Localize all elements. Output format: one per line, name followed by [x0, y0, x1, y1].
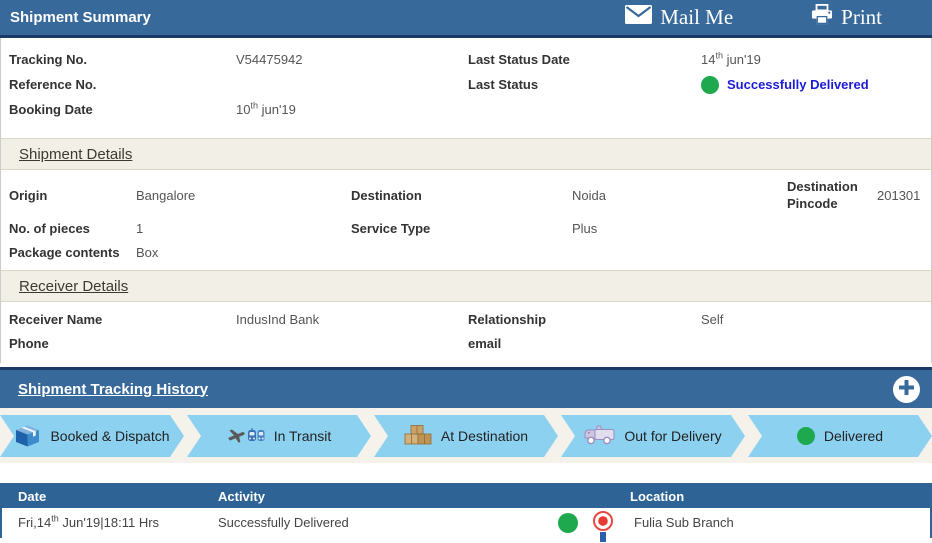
- delivery-truck-icon: [584, 424, 615, 448]
- shipment-details-bar: Shipment Details: [1, 138, 931, 170]
- relationship-label: Relationship: [468, 312, 547, 327]
- step-booked-dispatch: Booked & Dispatch: [0, 415, 184, 457]
- step-label: Out for Delivery: [624, 428, 722, 444]
- step-out-for-delivery: Out for Delivery: [561, 415, 745, 457]
- tracking-no-value: V54475942: [236, 52, 303, 67]
- reference-no-value: [236, 72, 468, 97]
- phone-label: Phone: [9, 336, 49, 351]
- destination-pincode-label: Destination Pincode: [787, 179, 858, 211]
- map-pin-icon: [592, 508, 614, 542]
- row-date: Fri,14th Jun'19|18:11 Hrs: [18, 513, 160, 530]
- row-status-icons: [558, 508, 634, 542]
- receiver-name-value: IndusInd Bank: [236, 312, 320, 327]
- shipment-summary-panel: Tracking No. V54475942 Last Status Date …: [0, 38, 932, 363]
- history-table-row: Fri,14th Jun'19|18:11 Hrs Successfully D…: [2, 508, 930, 542]
- mail-me-label: Mail Me: [660, 5, 734, 29]
- step-label: Booked & Dispatch: [50, 428, 170, 444]
- last-status-value: Successfully Delivered: [701, 72, 931, 97]
- column-activity: Activity: [218, 489, 265, 504]
- plus-icon: [898, 379, 915, 398]
- service-type-value: Plus: [572, 220, 598, 236]
- row-location: Fulia Sub Branch: [634, 515, 734, 530]
- last-status-date-value: 14th jun'19: [701, 50, 761, 67]
- plane-train-icon: [227, 426, 265, 447]
- tracking-no-label: Tracking No.: [9, 52, 88, 67]
- receiver-details-bar: Receiver Details: [1, 270, 931, 302]
- print-button[interactable]: Print: [811, 4, 882, 31]
- step-in-transit: In Transit: [187, 415, 371, 457]
- column-date: Date: [18, 489, 47, 504]
- booking-date-value: 10th jun'19: [236, 100, 296, 117]
- step-at-destination: At Destination: [374, 415, 558, 457]
- envelope-icon: [625, 5, 653, 30]
- tracking-history-heading[interactable]: Shipment Tracking History: [18, 380, 209, 398]
- booking-date-label: Booking Date: [9, 102, 93, 117]
- green-circle-icon: [797, 427, 815, 445]
- last-status-label: Last Status: [468, 77, 539, 92]
- package-contents-label: Package contents: [9, 244, 120, 260]
- tracking-progress-steps: Booked & Dispatch In Transit At Destinat…: [0, 408, 932, 463]
- tracking-history-bar: Shipment Tracking History: [0, 367, 932, 408]
- tracking-history-table: Date Activity Location Fri,14th Jun'19|1…: [0, 483, 932, 542]
- email-value: [701, 332, 931, 356]
- history-table-header: Date Activity Location: [2, 485, 930, 508]
- step-label: In Transit: [273, 428, 332, 444]
- package-contents-value: Box: [136, 244, 159, 260]
- step-label: Delivered: [823, 428, 884, 444]
- step-delivered: Delivered: [748, 415, 932, 457]
- header-actions: Mail Me Print: [625, 4, 882, 31]
- expand-plus-button[interactable]: [893, 375, 920, 403]
- step-label: At Destination: [440, 428, 529, 444]
- print-label: Print: [841, 5, 882, 29]
- last-status-date-label: Last Status Date: [468, 52, 570, 67]
- mail-me-button[interactable]: Mail Me: [625, 5, 733, 30]
- printer-icon: [811, 4, 833, 31]
- shipment-details-row-1: Origin Bangalore Destination Noida Desti…: [1, 170, 931, 216]
- pieces-label: No. of pieces: [9, 220, 90, 236]
- summary-header-bar: Shipment Summary Mail Me Print: [0, 0, 932, 38]
- receiver-fields: Receiver Name IndusInd Bank Relationship…: [1, 302, 931, 363]
- shipment-details-row-3: Package contents Box: [1, 240, 931, 264]
- origin-label: Origin: [9, 187, 48, 203]
- shipment-details-heading[interactable]: Shipment Details: [19, 145, 133, 163]
- shipment-details-row-2: No. of pieces 1 Service Type Plus: [1, 216, 931, 240]
- relationship-value: Self: [701, 312, 724, 327]
- destination-label: Destination: [351, 187, 422, 203]
- pieces-value: 1: [136, 220, 144, 236]
- destination-value: Noida: [572, 187, 606, 203]
- reference-no-label: Reference No.: [9, 77, 97, 92]
- package-icon: [14, 423, 41, 450]
- green-circle-icon: [558, 513, 578, 533]
- phone-value: [236, 332, 468, 356]
- row-activity: Successfully Delivered: [218, 515, 349, 530]
- origin-value: Bangalore: [136, 187, 196, 203]
- status-text: Successfully Delivered: [727, 77, 869, 92]
- service-type-label: Service Type: [351, 220, 431, 236]
- parcel-boxes-icon: [404, 424, 432, 448]
- column-location: Location: [630, 489, 685, 504]
- page-title: Shipment Summary: [10, 9, 151, 26]
- email-label: email: [468, 336, 502, 351]
- receiver-name-label: Receiver Name: [9, 312, 103, 327]
- receiver-details-heading[interactable]: Receiver Details: [19, 277, 129, 295]
- destination-pincode-value: 201301: [877, 187, 921, 203]
- status-green-dot-icon: [701, 75, 719, 94]
- summary-fields: Tracking No. V54475942 Last Status Date …: [1, 38, 931, 138]
